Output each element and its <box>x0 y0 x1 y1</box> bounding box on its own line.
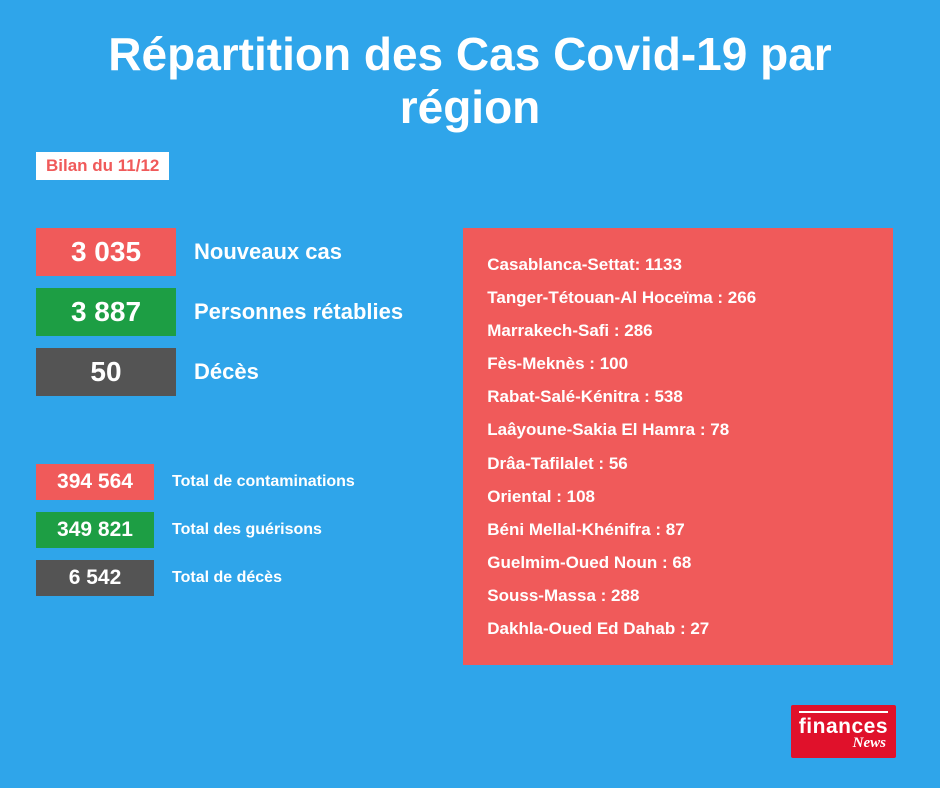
stat-row-total-cases: 394 564 Total de contaminations <box>36 464 435 500</box>
stat-label: Nouveaux cas <box>194 239 342 265</box>
stat-row-new-cases: 3 035 Nouveaux cas <box>36 228 435 276</box>
stat-label: Personnes rétablies <box>194 299 403 325</box>
region-row: Béni Mellal-Khénifra : 87 <box>487 513 869 546</box>
infographic-canvas: Répartition des Cas Covid-19 par région … <box>0 0 940 788</box>
stat-label: Décès <box>194 359 259 385</box>
region-row: Dakhla-Oued Ed Dahab : 27 <box>487 612 869 645</box>
regions-panel: Casablanca-Settat: 1133 Tanger-Tétouan-A… <box>463 228 893 666</box>
region-row: Rabat-Salé-Kénitra : 538 <box>487 380 869 413</box>
stat-label: Total de contaminations <box>172 473 355 491</box>
region-row: Fès-Meknès : 100 <box>487 347 869 380</box>
region-row: Guelmim-Oued Noun : 68 <box>487 546 869 579</box>
stat-row-total-deaths: 6 542 Total de décès <box>36 560 435 596</box>
spacer <box>36 408 435 452</box>
stat-value: 3 887 <box>36 288 176 336</box>
page-title: Répartition des Cas Covid-19 par région <box>36 28 904 134</box>
stat-value: 6 542 <box>36 560 154 596</box>
logo-line-top <box>799 711 888 713</box>
region-row: Drâa-Tafilalet : 56 <box>487 447 869 480</box>
date-badge: Bilan du 11/12 <box>36 152 169 180</box>
region-row: Tanger-Tétouan-Al Hoceïma : 266 <box>487 281 869 314</box>
content-columns: 3 035 Nouveaux cas 3 887 Personnes rétab… <box>36 228 904 666</box>
stat-label: Total de décès <box>172 569 282 587</box>
stat-value: 50 <box>36 348 176 396</box>
stat-row-total-recovered: 349 821 Total des guérisons <box>36 512 435 548</box>
stat-row-recovered: 3 887 Personnes rétablies <box>36 288 435 336</box>
stats-column: 3 035 Nouveaux cas 3 887 Personnes rétab… <box>36 228 435 666</box>
stat-value: 394 564 <box>36 464 154 500</box>
region-row: Souss-Massa : 288 <box>487 579 869 612</box>
region-row: Marrakech-Safi : 286 <box>487 314 869 347</box>
region-row: Casablanca-Settat: 1133 <box>487 248 869 281</box>
region-row: Oriental : 108 <box>487 480 869 513</box>
stat-row-deaths: 50 Décès <box>36 348 435 396</box>
stat-value: 349 821 <box>36 512 154 548</box>
stat-label: Total des guérisons <box>172 521 322 539</box>
region-row: Laâyoune-Sakia El Hamra : 78 <box>487 413 869 446</box>
brand-logo: finances News <box>791 705 896 758</box>
stat-value: 3 035 <box>36 228 176 276</box>
